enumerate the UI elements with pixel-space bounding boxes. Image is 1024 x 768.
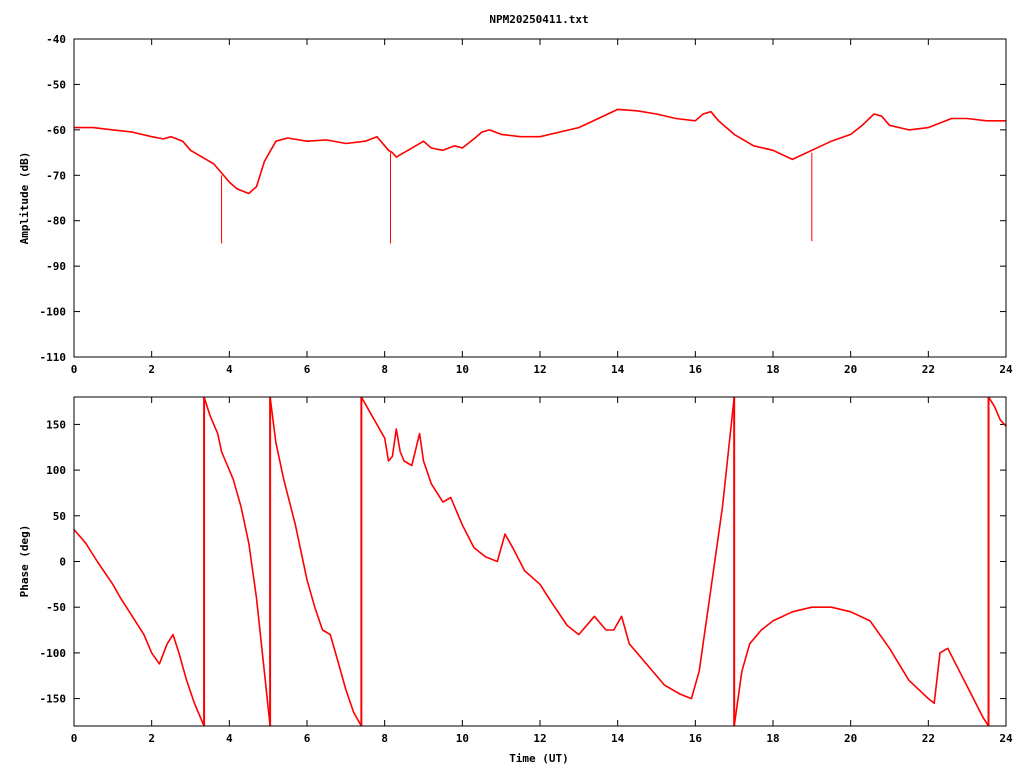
- amplitude-x-tick-label: 16: [689, 363, 703, 376]
- phase-series-line: [203, 396, 271, 727]
- phase-x-tick-label: 20: [844, 732, 857, 745]
- amplitude-plot-frame: [73, 38, 1007, 358]
- phase-x-tick-label: 0: [71, 732, 78, 745]
- amplitude-y-axis-label: Amplitude (dB): [18, 152, 31, 245]
- amplitude-y-tick-label: -70: [46, 169, 66, 182]
- amplitude-x-tick-label: 4: [226, 363, 233, 376]
- amplitude-x-tick-label: 0: [71, 363, 78, 376]
- amplitude-y-tick-label: -80: [46, 215, 66, 228]
- phase-y-tick-label: -100: [40, 647, 67, 660]
- phase-y-tick-label: -150: [40, 693, 67, 706]
- phase-x-tick-label: 4: [226, 732, 233, 745]
- amplitude-x-tick-label: 10: [456, 363, 469, 376]
- amplitude-x-tick-label: 8: [381, 363, 388, 376]
- phase-axis-ticks: 0 2 4 6 8 10 12 14 16 18 20 22 24150100500-50-100-15…: [40, 397, 1013, 745]
- phase-y-axis-label: Phase (deg): [18, 525, 31, 598]
- phase-x-tick-label: 24: [999, 732, 1013, 745]
- phase-x-tick-label: 6: [304, 732, 311, 745]
- amplitude-panel: 0 2 4 6 8 10 12 14 16 18 20 22 24-40-50-60-70-80-90-…: [18, 33, 1013, 376]
- amplitude-x-tick-label: 2: [148, 363, 155, 376]
- phase-x-tick-label: 2: [148, 732, 155, 745]
- amplitude-x-tick-label: 24: [999, 363, 1013, 376]
- phase-y-tick-label: 50: [53, 510, 66, 523]
- phase-panel: 0 2 4 6 8 10 12 14 16 18 20 22 24150100500-50-100-15…: [18, 396, 1013, 765]
- phase-y-tick-label: -50: [46, 601, 66, 614]
- amplitude-series-line: [74, 108, 1006, 195]
- amplitude-x-tick-label: 20: [844, 363, 857, 376]
- phase-x-tick-label: 12: [533, 732, 546, 745]
- amplitude-y-tick-label: -110: [40, 351, 67, 364]
- phase-x-tick-label: 10: [456, 732, 469, 745]
- phase-x-tick-label: 18: [766, 732, 779, 745]
- phase-plot-frame: [73, 396, 1007, 727]
- phase-series-line: [733, 606, 990, 727]
- amplitude-x-tick-label: 18: [766, 363, 779, 376]
- phase-x-tick-label: 22: [922, 732, 935, 745]
- amplitude-x-tick-label: 22: [922, 363, 935, 376]
- phase-x-tick-label: 14: [611, 732, 625, 745]
- amplitude-x-tick-label: 12: [533, 363, 546, 376]
- phase-series-line: [987, 396, 1007, 427]
- phase-series-line: [269, 396, 363, 727]
- time-x-axis-label: Time (UT): [509, 752, 569, 765]
- amplitude-y-tick-label: -60: [46, 124, 66, 137]
- phase-plot-area: [73, 396, 1007, 727]
- phase-x-tick-label: 16: [689, 732, 703, 745]
- amplitude-y-tick-label: -50: [46, 78, 66, 91]
- phase-series-line: [360, 396, 735, 700]
- phase-y-tick-label: 150: [46, 418, 66, 431]
- amplitude-y-tick-label: -90: [46, 260, 66, 273]
- chart-title: NPM20250411.txt: [489, 13, 588, 26]
- amplitude-plot-area: [74, 108, 1006, 244]
- amplitude-x-tick-label: 14: [611, 363, 625, 376]
- phase-x-tick-label: 8: [381, 732, 388, 745]
- amplitude-y-tick-label: -100: [40, 306, 67, 319]
- phase-series-line: [73, 528, 205, 727]
- amplitude-x-tick-label: 6: [304, 363, 311, 376]
- phase-y-tick-label: 100: [46, 464, 66, 477]
- amplitude-y-tick-label: -40: [46, 33, 66, 46]
- phase-y-tick-label: 0: [59, 556, 66, 569]
- amplitude-axis-ticks: 0 2 4 6 8 10 12 14 16 18 20 22 24-40-50-60-70-80-90-…: [40, 33, 1013, 376]
